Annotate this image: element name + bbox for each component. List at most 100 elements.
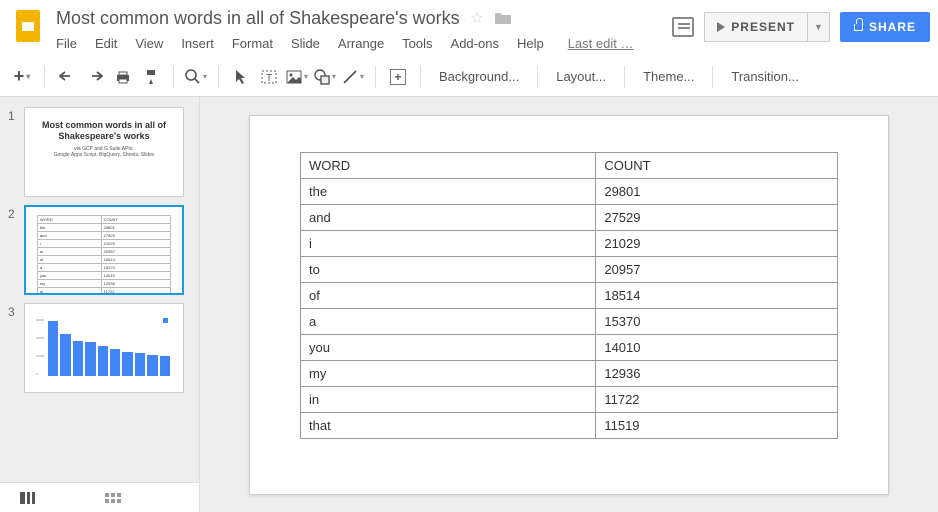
thumbnail-3-row: 3 3000020000100000 bbox=[0, 303, 199, 393]
table-cell: you bbox=[301, 335, 596, 361]
current-slide[interactable]: WORD COUNT the29801and27529i21029to20957… bbox=[249, 115, 889, 495]
separator bbox=[537, 66, 538, 88]
app-header: Most common words in all of Shakespeare'… bbox=[0, 0, 938, 51]
menu-help[interactable]: Help bbox=[517, 36, 544, 51]
menu-arrange[interactable]: Arrange bbox=[338, 36, 384, 51]
table-row: a15370 bbox=[301, 309, 838, 335]
svg-text:T: T bbox=[266, 73, 272, 84]
print-button[interactable] bbox=[111, 64, 135, 90]
separator bbox=[173, 66, 174, 88]
table-row: i21029 bbox=[301, 231, 838, 257]
thumbnail-number: 2 bbox=[8, 205, 24, 295]
table-cell: and bbox=[301, 205, 596, 231]
paint-format-button[interactable] bbox=[139, 64, 163, 90]
menu-view[interactable]: View bbox=[135, 36, 163, 51]
folder-icon[interactable] bbox=[494, 11, 512, 25]
comments-icon[interactable] bbox=[672, 17, 694, 37]
table-cell: of bbox=[301, 283, 596, 309]
comment-button[interactable]: + bbox=[386, 64, 410, 90]
present-dropdown-button[interactable]: ▼ bbox=[808, 12, 830, 42]
share-button[interactable]: SHARE bbox=[840, 12, 930, 42]
menu-format[interactable]: Format bbox=[232, 36, 273, 51]
separator bbox=[218, 66, 219, 88]
thumbnail-1[interactable]: Most common words in all of Shakespeare'… bbox=[24, 107, 184, 197]
separator bbox=[624, 66, 625, 88]
menu-insert[interactable]: Insert bbox=[181, 36, 214, 51]
thumb2-mini-table: WORDCOUNTthe29801and27529i21029to20957of… bbox=[37, 215, 171, 295]
textbox-button[interactable]: T bbox=[257, 64, 281, 90]
present-label: PRESENT bbox=[731, 20, 795, 34]
view-mode-bar bbox=[0, 482, 199, 512]
menu-file[interactable]: File bbox=[56, 36, 77, 51]
chart-y-axis: 3000020000100000 bbox=[36, 318, 44, 376]
table-cell: i bbox=[301, 231, 596, 257]
share-label: SHARE bbox=[869, 20, 916, 34]
menu-edit[interactable]: Edit bbox=[95, 36, 117, 51]
transition-button[interactable]: Transition... bbox=[723, 69, 806, 84]
menu-tools[interactable]: Tools bbox=[402, 36, 432, 51]
thumbnail-2-row: 2 WORDCOUNTthe29801and27529i21029to20957… bbox=[0, 205, 199, 295]
header-actions: PRESENT ▼ SHARE bbox=[672, 6, 930, 42]
table-cell: 11519 bbox=[596, 413, 838, 439]
table-cell: 15370 bbox=[596, 309, 838, 335]
table-row: in11722 bbox=[301, 387, 838, 413]
thumb1-title: Most common words in all of Shakespeare'… bbox=[25, 108, 183, 146]
thumbnail-number: 1 bbox=[8, 107, 24, 197]
thumbnail-number: 3 bbox=[8, 303, 24, 393]
thumb3-chart: 3000020000100000 bbox=[34, 314, 174, 384]
slides-logo-icon bbox=[8, 6, 48, 46]
table-cell: 21029 bbox=[596, 231, 838, 257]
thumb1-sub2: Google Apps Script, BigQuery, Sheets, Sl… bbox=[25, 152, 183, 159]
table-cell: 12936 bbox=[596, 361, 838, 387]
table-cell: in bbox=[301, 387, 596, 413]
table-cell: 29801 bbox=[596, 179, 838, 205]
star-icon[interactable]: ☆ bbox=[470, 8, 484, 28]
table-cell: to bbox=[301, 257, 596, 283]
table-row: to20957 bbox=[301, 257, 838, 283]
table-cell: 11722 bbox=[596, 387, 838, 413]
zoom-button[interactable]: ▾ bbox=[184, 64, 208, 90]
slide-canvas: WORD COUNT the29801and27529i21029to20957… bbox=[200, 97, 938, 512]
table-row: that11519 bbox=[301, 413, 838, 439]
grid-view-button[interactable] bbox=[105, 493, 121, 503]
table-row: of18514 bbox=[301, 283, 838, 309]
table-cell: a bbox=[301, 309, 596, 335]
theme-button[interactable]: Theme... bbox=[635, 69, 702, 84]
document-title[interactable]: Most common words in all of Shakespeare'… bbox=[56, 8, 460, 29]
main-area: 1 Most common words in all of Shakespear… bbox=[0, 97, 938, 512]
table-cell: 27529 bbox=[596, 205, 838, 231]
thumbnail-2[interactable]: WORDCOUNTthe29801and27529i21029to20957of… bbox=[24, 205, 184, 295]
title-area: Most common words in all of Shakespeare'… bbox=[56, 6, 672, 51]
slide-panel: 1 Most common words in all of Shakespear… bbox=[0, 97, 200, 512]
filmstrip-view-button[interactable] bbox=[20, 492, 35, 504]
menu-slide[interactable]: Slide bbox=[291, 36, 320, 51]
table-cell: my bbox=[301, 361, 596, 387]
table-cell: the bbox=[301, 179, 596, 205]
new-slide-button[interactable]: +▾ bbox=[10, 64, 34, 90]
table-header-word: WORD bbox=[301, 153, 596, 179]
separator bbox=[712, 66, 713, 88]
toolbar: +▾ ▾ T ▾ ▾ ▾ + Background... Layout... T… bbox=[0, 57, 938, 97]
thumbnail-1-row: 1 Most common words in all of Shakespear… bbox=[0, 107, 199, 197]
chart-bars bbox=[48, 318, 170, 376]
table-cell: 18514 bbox=[596, 283, 838, 309]
redo-button[interactable] bbox=[83, 64, 107, 90]
lock-icon bbox=[854, 24, 863, 31]
table-row: my12936 bbox=[301, 361, 838, 387]
table-row: the29801 bbox=[301, 179, 838, 205]
present-button[interactable]: PRESENT bbox=[704, 12, 808, 42]
last-edit-link[interactable]: Last edit … bbox=[568, 36, 634, 51]
table-cell: 20957 bbox=[596, 257, 838, 283]
menu-addons[interactable]: Add-ons bbox=[451, 36, 499, 51]
image-button[interactable]: ▾ bbox=[285, 64, 309, 90]
separator bbox=[44, 66, 45, 88]
shape-button[interactable]: ▾ bbox=[313, 64, 337, 90]
select-tool-button[interactable] bbox=[229, 64, 253, 90]
layout-button[interactable]: Layout... bbox=[548, 69, 614, 84]
plus-icon: + bbox=[390, 69, 406, 85]
separator bbox=[420, 66, 421, 88]
background-button[interactable]: Background... bbox=[431, 69, 527, 84]
undo-button[interactable] bbox=[55, 64, 79, 90]
line-button[interactable]: ▾ bbox=[341, 64, 365, 90]
thumbnail-3[interactable]: 3000020000100000 bbox=[24, 303, 184, 393]
